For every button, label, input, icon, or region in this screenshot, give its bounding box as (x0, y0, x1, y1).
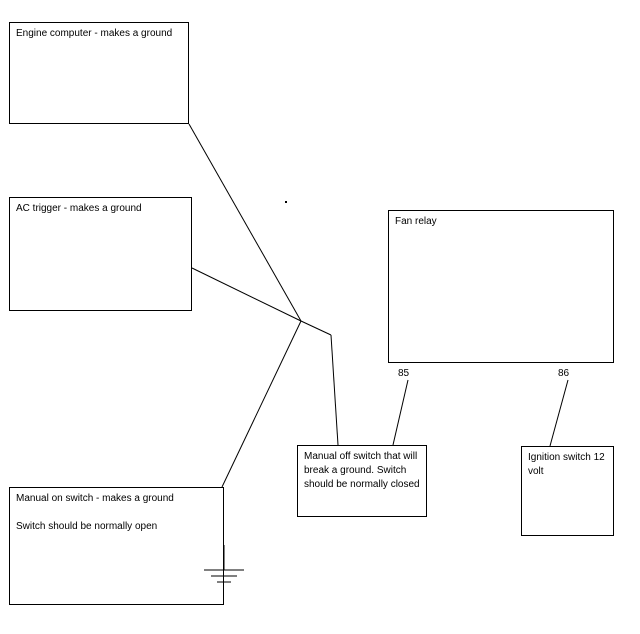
pin-86-label: 86 (558, 368, 569, 379)
manual-on-box: Manual on switch - makes a ground Switch… (9, 487, 224, 605)
manual-on-line1: Manual on switch - makes a ground (16, 493, 174, 504)
engine-computer-text: Engine computer - makes a ground (16, 28, 172, 39)
fan-relay-text: Fan relay (395, 216, 437, 227)
pin-85-label: 85 (398, 368, 409, 379)
stray-dot (285, 201, 287, 203)
ac-trigger-box: AC trigger - makes a ground (9, 197, 192, 311)
manual-off-text: Manual off switch that will break a grou… (304, 451, 420, 490)
fan-relay-box: Fan relay (388, 210, 614, 363)
ignition-box: Ignition switch 12 volt (521, 446, 614, 536)
engine-computer-box: Engine computer - makes a ground (9, 22, 189, 124)
manual-on-line2: Switch should be normally open (16, 521, 157, 532)
manual-off-box: Manual off switch that will break a grou… (297, 445, 427, 517)
ac-trigger-text: AC trigger - makes a ground (16, 203, 142, 214)
ignition-text: Ignition switch 12 volt (528, 452, 605, 477)
